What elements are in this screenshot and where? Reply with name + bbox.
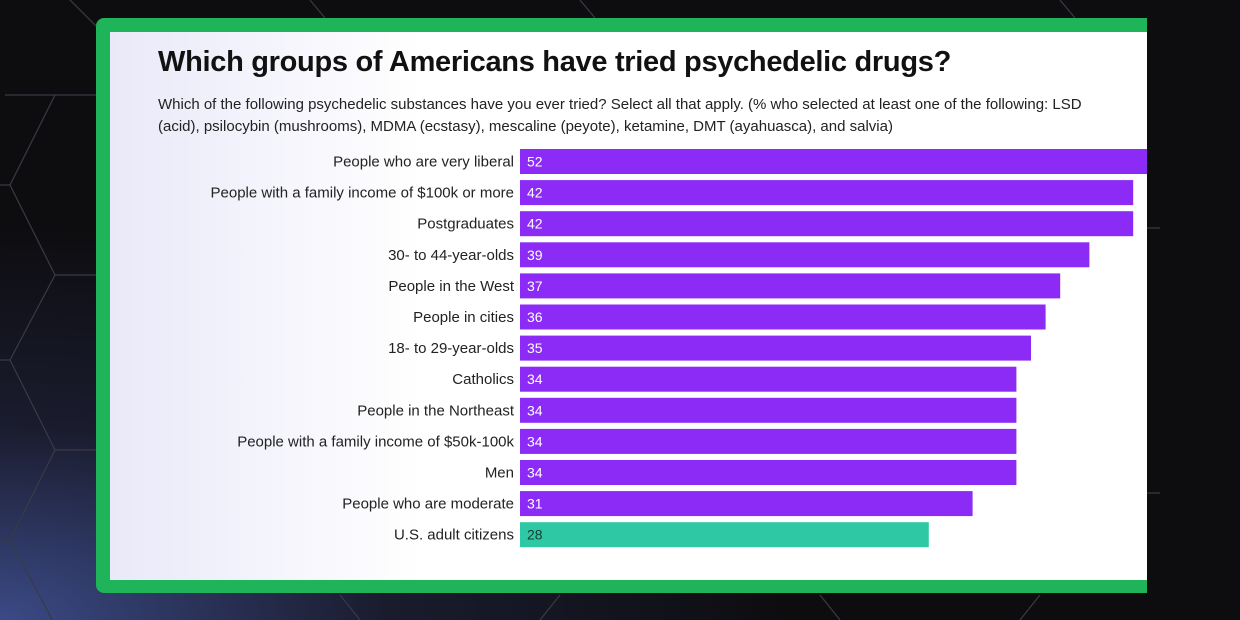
category-label: People in the West bbox=[388, 278, 514, 295]
bar-value-label: 34 bbox=[527, 465, 543, 481]
bar-value-label: 31 bbox=[527, 496, 543, 512]
bar-value-label: 36 bbox=[527, 309, 543, 325]
bar-value-label: 39 bbox=[527, 247, 543, 263]
group-bar bbox=[520, 242, 1090, 268]
group-bar bbox=[520, 304, 1046, 330]
group-bar bbox=[520, 335, 1031, 361]
category-label: People with a family income of $100k or … bbox=[211, 185, 514, 202]
bar-value-label: 35 bbox=[527, 340, 543, 356]
category-label: People in the Northeast bbox=[357, 402, 515, 419]
group-bar bbox=[520, 366, 1017, 392]
group-bar bbox=[520, 273, 1061, 299]
chart-subtitle: Which of the following psychedelic subst… bbox=[158, 96, 1082, 135]
group-bar bbox=[520, 491, 973, 517]
bar-value-label: 34 bbox=[527, 371, 543, 387]
category-label: People who are moderate bbox=[342, 496, 514, 513]
bar-value-label: 34 bbox=[527, 433, 543, 449]
chart-title: Which groups of Americans have tried psy… bbox=[158, 46, 951, 78]
group-bar bbox=[520, 397, 1017, 423]
group-bar bbox=[520, 460, 1017, 485]
category-label: 18- to 29-year-olds bbox=[388, 340, 514, 357]
group-bar bbox=[520, 211, 1134, 237]
category-label: People with a family income of $50k-100k bbox=[237, 433, 514, 450]
category-label: People who are very liberal bbox=[333, 154, 514, 171]
bar-value-label: 37 bbox=[527, 278, 543, 294]
category-label: 30- to 44-year-olds bbox=[388, 247, 514, 264]
bar-value-label: 42 bbox=[527, 216, 543, 232]
category-label: People in cities bbox=[413, 309, 514, 326]
bar-value-label: 42 bbox=[527, 185, 543, 201]
bar-chart: People who are very liberal 52 People with… bbox=[211, 149, 1147, 548]
category-label: Postgraduates bbox=[417, 216, 514, 233]
bar-value-label: 34 bbox=[527, 402, 543, 418]
bar-value-label: 28 bbox=[527, 527, 543, 543]
chart-card: Which groups of Americans have tried psy… bbox=[110, 32, 1147, 580]
bar-value-label: 52 bbox=[527, 154, 543, 170]
baseline-bar bbox=[520, 522, 929, 548]
category-label: Men bbox=[485, 465, 514, 482]
group-bar bbox=[520, 180, 1134, 206]
category-label: Catholics bbox=[452, 371, 514, 388]
group-bar bbox=[520, 149, 1147, 174]
category-label: U.S. adult citizens bbox=[394, 527, 514, 544]
group-bar bbox=[520, 428, 1017, 454]
